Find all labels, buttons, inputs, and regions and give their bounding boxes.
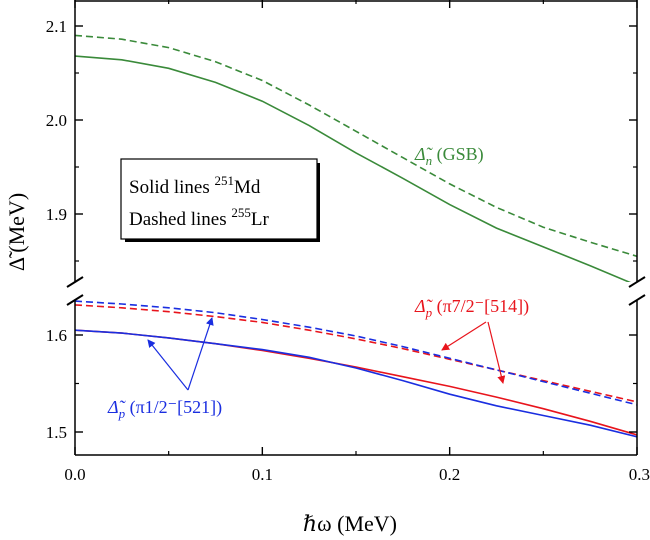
annotation-neutron: Δ̃n (GSB) (414, 144, 484, 168)
series-line-1 (75, 34, 637, 258)
x-axis-title: ℏω (MeV) (303, 511, 397, 536)
arrow-521-solid (147, 339, 189, 391)
frame-layer: 0.0 0.1 0.2 0.3 2.1 2.0 1.9 1.6 1.5 (46, 0, 650, 484)
annotation-proton_521: Δ̃p (π1/2⁻[521]) (107, 397, 222, 421)
y-upper-tick-label-0: 2.1 (46, 17, 67, 36)
x-tick-label-2: 0.2 (439, 465, 460, 484)
annotation-proton_514: Δ̃p (π7/2⁻[514]) (414, 296, 529, 320)
x-tick-label-1: 0.1 (252, 465, 273, 484)
y-upper-tick-label-1: 2.0 (46, 111, 67, 130)
legend-box: Solid lines 251Md Dashed lines 255Lr (120, 158, 320, 242)
x-tick-label-0: 0.0 (64, 465, 85, 484)
annotation-layer: Δ̃n (GSB) Δ̃p (π7/2⁻[514]) Δ̃p (π1/2⁻[521]… (107, 144, 529, 421)
arrow-514-dashed (441, 321, 487, 351)
series-line-5 (75, 300, 637, 406)
axis-break-mark-1-1 (628, 294, 646, 306)
series-line-0 (75, 55, 631, 282)
y-axis-title: Δ̃ (MeV) (4, 193, 29, 271)
axis-break-mark-1-0 (628, 276, 646, 288)
y-upper-tick-label-2: 1.9 (46, 205, 67, 224)
y-lower-tick-label-0: 1.6 (46, 326, 67, 345)
axis-break-mark-0-1 (66, 294, 84, 306)
legend-line-2: Dashed lines 255Lr (129, 205, 269, 230)
axis-break-mark-0-0 (66, 276, 84, 288)
series-line-4 (75, 304, 637, 403)
legend-shadow-bottom (125, 239, 320, 242)
arrow-514-solid (487, 321, 506, 384)
plot-layer (75, 34, 637, 438)
y-lower-tick-label-1: 1.5 (46, 423, 67, 442)
legend-frame (120, 158, 318, 240)
legend-shadow (317, 163, 320, 242)
legend-line-1: Solid lines 251Md (129, 173, 261, 198)
series-line-3 (75, 329, 637, 438)
arrow-521-dashed (187, 317, 214, 391)
x-tick-label-3: 0.3 (629, 465, 650, 484)
